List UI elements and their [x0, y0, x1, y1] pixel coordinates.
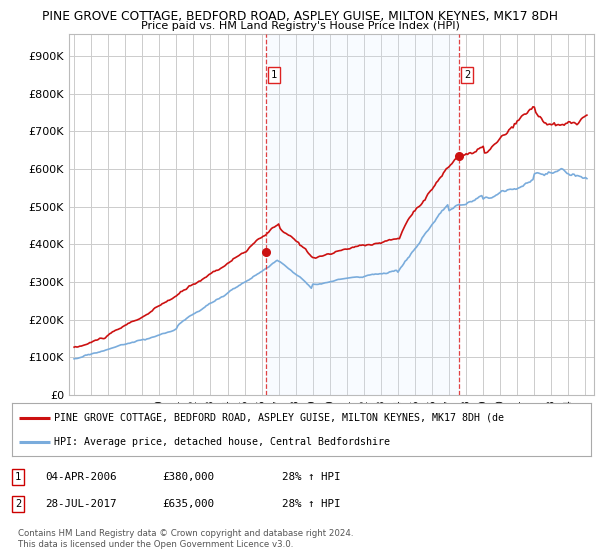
Text: 04-APR-2006: 04-APR-2006	[45, 472, 116, 482]
Text: 28-JUL-2017: 28-JUL-2017	[45, 499, 116, 509]
Text: 2: 2	[15, 499, 21, 509]
Text: PINE GROVE COTTAGE, BEDFORD ROAD, ASPLEY GUISE, MILTON KEYNES, MK17 8DH: PINE GROVE COTTAGE, BEDFORD ROAD, ASPLEY…	[42, 10, 558, 23]
Text: Price paid vs. HM Land Registry's House Price Index (HPI): Price paid vs. HM Land Registry's House …	[140, 21, 460, 31]
Text: 28% ↑ HPI: 28% ↑ HPI	[282, 499, 341, 509]
Text: HPI: Average price, detached house, Central Bedfordshire: HPI: Average price, detached house, Cent…	[53, 437, 389, 447]
Text: £380,000: £380,000	[162, 472, 214, 482]
Text: 28% ↑ HPI: 28% ↑ HPI	[282, 472, 341, 482]
Text: 2: 2	[464, 70, 470, 80]
Text: PINE GROVE COTTAGE, BEDFORD ROAD, ASPLEY GUISE, MILTON KEYNES, MK17 8DH (de: PINE GROVE COTTAGE, BEDFORD ROAD, ASPLEY…	[53, 413, 503, 423]
Text: 1: 1	[271, 70, 277, 80]
Bar	[266, 34, 459, 395]
Text: 1: 1	[15, 472, 21, 482]
Text: £635,000: £635,000	[162, 499, 214, 509]
Text: Contains HM Land Registry data © Crown copyright and database right 2024.
This d: Contains HM Land Registry data © Crown c…	[18, 529, 353, 549]
